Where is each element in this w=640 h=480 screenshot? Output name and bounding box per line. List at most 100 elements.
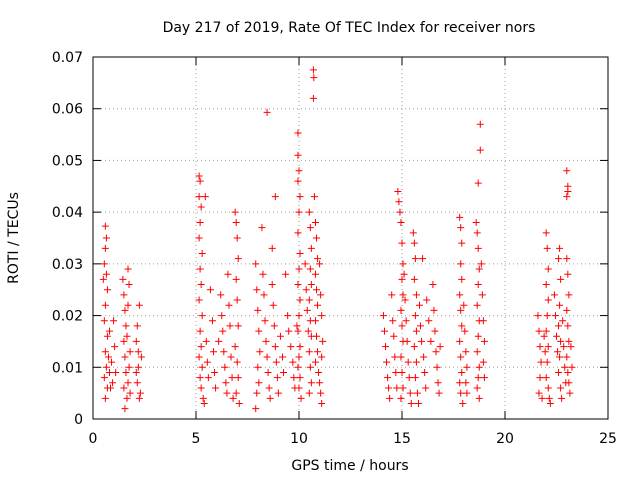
data-point <box>568 363 576 371</box>
data-point <box>266 394 274 402</box>
data-point <box>556 244 564 252</box>
data-point <box>419 255 427 263</box>
data-point <box>256 348 264 356</box>
data-point <box>108 358 116 366</box>
data-point <box>310 193 318 201</box>
data-point <box>406 389 414 397</box>
data-point <box>120 337 128 345</box>
data-point <box>565 337 573 345</box>
data-point <box>226 322 234 330</box>
data-point <box>199 394 207 402</box>
data-point <box>265 384 273 392</box>
data-point <box>100 260 108 268</box>
data-point <box>295 353 303 361</box>
x-axis-label: GPS time / hours <box>291 458 408 474</box>
data-point <box>233 234 241 242</box>
data-point <box>202 337 210 345</box>
data-point <box>125 363 133 371</box>
data-point <box>197 343 205 351</box>
data-point <box>314 255 322 263</box>
data-point <box>546 399 554 407</box>
data-point <box>233 358 241 366</box>
x-tick-label: 20 <box>496 431 514 447</box>
data-point <box>480 337 488 345</box>
data-point <box>474 244 482 252</box>
data-point <box>543 358 551 366</box>
data-point <box>425 317 433 325</box>
data-point <box>102 270 110 278</box>
data-point <box>458 239 466 247</box>
data-point <box>534 312 542 320</box>
data-point <box>457 353 465 361</box>
data-point <box>219 327 227 335</box>
data-point <box>543 312 551 320</box>
data-point <box>416 301 424 309</box>
data-point <box>463 363 471 371</box>
data-point <box>561 363 569 371</box>
data-point <box>544 265 552 273</box>
data-point <box>295 265 303 273</box>
data-point <box>398 275 406 283</box>
data-point <box>218 312 226 320</box>
data-point <box>545 394 553 402</box>
data-point <box>276 332 284 340</box>
data-point <box>233 296 241 304</box>
data-point <box>123 332 131 340</box>
data-point <box>101 244 109 252</box>
data-point <box>210 348 218 356</box>
data-point <box>388 291 396 299</box>
data-point <box>296 343 304 351</box>
data-point <box>201 193 209 201</box>
data-point <box>555 368 563 376</box>
data-point <box>542 281 550 289</box>
data-point <box>295 208 303 216</box>
data-point <box>423 296 431 304</box>
data-point <box>382 343 390 351</box>
data-point <box>404 358 412 366</box>
data-point <box>385 384 393 392</box>
data-point <box>268 281 276 289</box>
data-point <box>542 374 550 382</box>
data-point <box>234 374 242 382</box>
data-point <box>252 260 260 268</box>
data-point <box>109 379 117 387</box>
data-point <box>102 234 110 242</box>
data-point <box>195 234 203 242</box>
data-point <box>405 374 413 382</box>
data-point <box>132 337 140 345</box>
data-point <box>458 322 466 330</box>
data-point <box>290 374 298 382</box>
x-tick-label: 25 <box>599 431 617 447</box>
data-point <box>111 343 119 351</box>
data-point <box>254 306 262 314</box>
data-point <box>386 394 394 402</box>
data-point <box>554 348 562 356</box>
data-point <box>227 353 235 361</box>
data-point <box>475 265 483 273</box>
data-point <box>311 317 319 325</box>
data-point <box>395 198 403 206</box>
data-point <box>135 394 143 402</box>
data-point <box>542 327 550 335</box>
data-point <box>253 389 261 397</box>
data-point <box>296 374 304 382</box>
data-point <box>254 363 262 371</box>
data-point <box>306 265 314 273</box>
data-point <box>211 368 219 376</box>
data-point <box>421 368 429 376</box>
data-point <box>563 255 571 263</box>
data-point <box>566 389 574 397</box>
data-point <box>282 270 290 278</box>
data-point <box>132 368 140 376</box>
data-point <box>196 218 204 226</box>
data-point <box>305 208 313 216</box>
data-point <box>229 394 237 402</box>
data-point <box>134 363 142 371</box>
data-point <box>100 374 108 382</box>
data-point <box>538 394 546 402</box>
data-point <box>418 337 426 345</box>
data-point <box>124 301 132 309</box>
data-point <box>307 379 315 387</box>
chart-title: Day 217 of 2019, Rate Of TEC Index for r… <box>163 20 536 36</box>
data-point <box>269 301 277 309</box>
